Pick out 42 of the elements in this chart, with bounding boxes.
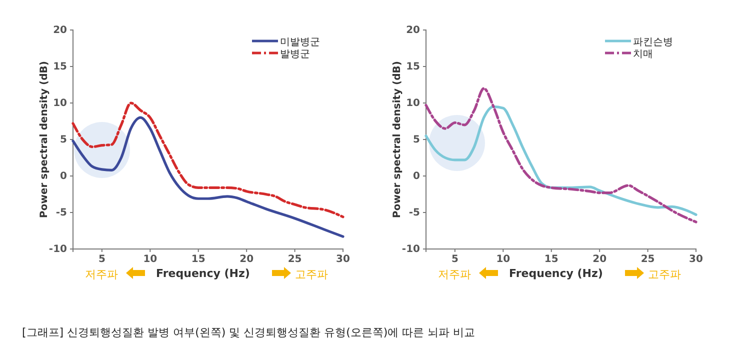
y-tick-label: 15 [406,62,420,73]
y-tick-label: 15 [53,62,68,73]
text: [그래프] 신경퇴행성질환 발병 여부(왼쪽) 및 신경퇴행성질환 유형(오른쪽)에 따른 뇌파 비교 [22,326,476,339]
x-tick-label: 5 [98,254,106,266]
legend-label: 미발병군 [280,37,320,48]
x-tick-label: 30 [336,254,350,266]
legend-label: 발병군 [280,49,310,60]
y-tick-label: -10 [402,244,420,256]
legend-label: 파킨슨병 [633,37,673,48]
text: 저주파 [85,268,118,281]
y-tick-label: 10 [406,98,420,110]
x-tick-label: 20 [592,254,607,266]
x-tick-label: 10 [143,254,158,266]
legend-label: 치매 [633,49,653,60]
x-tick-label: 30 [689,254,703,266]
line-series [424,87,698,224]
x-tick-label: 10 [496,254,510,266]
y-tick-label: 10 [53,98,68,110]
y-tick-label: -5 [56,208,68,219]
y-tick-label: 5 [60,134,68,146]
y-tick-label: 0 [60,171,68,182]
x-tick-label: 5 [451,254,458,266]
y-tick-label: -5 [408,208,420,219]
text: 저주파 [438,268,471,281]
y-axis-title: Power spectral density (dB) [39,61,50,218]
x-tick-label: 20 [240,254,254,266]
line-series [72,116,344,238]
y-tick-label: -10 [48,244,68,256]
y-tick-label: 0 [413,171,420,182]
y-tick-label: 5 [413,134,420,146]
x-tick-label: 25 [288,254,302,266]
x-tick-label: 15 [544,254,558,266]
x-axis-title: Frequency (Hz) [509,267,603,280]
y-tick-label: 20 [53,25,68,36]
y-axis-title: Power spectral density (dB) [392,61,403,218]
x-tick-label: 25 [640,254,655,266]
y-tick-label: 20 [406,25,420,36]
x-axis-title: Frequency (Hz) [156,267,250,280]
text: 고주파 [648,268,681,281]
x-tick-label: 15 [191,254,206,266]
text: 고주파 [295,268,328,281]
line-series [72,102,344,218]
